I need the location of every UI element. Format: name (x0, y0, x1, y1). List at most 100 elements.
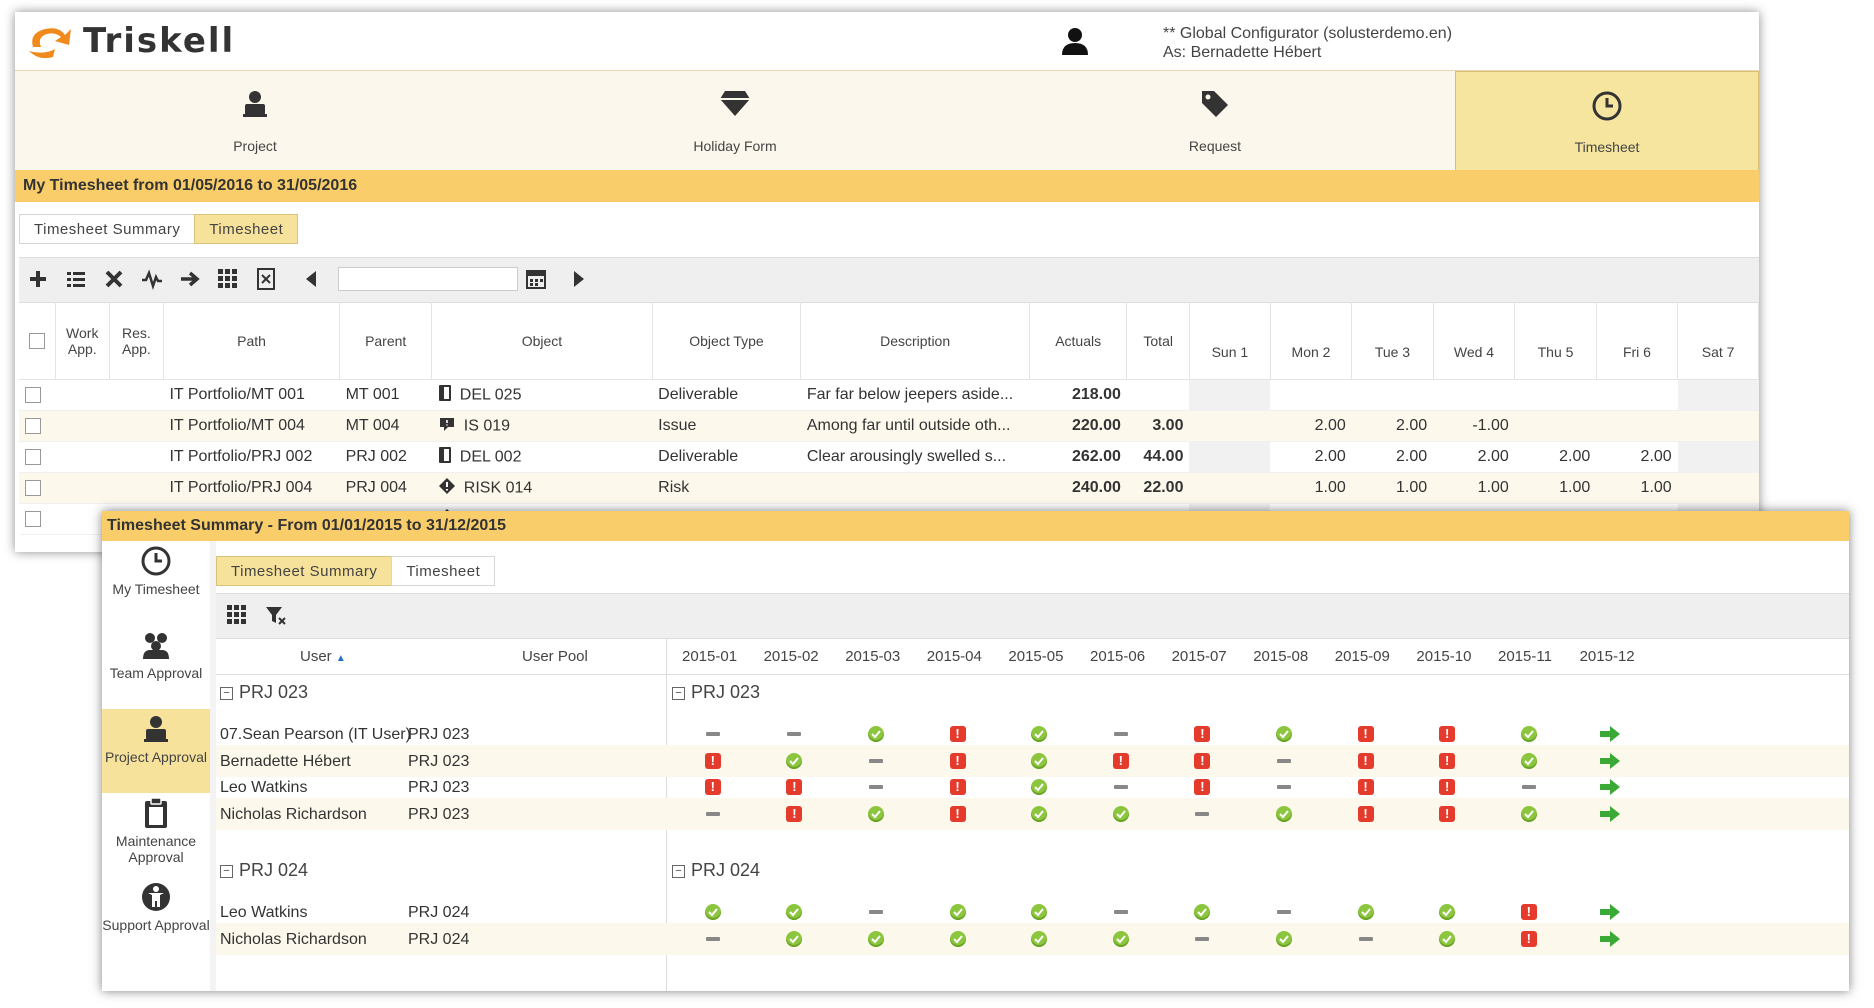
status-rejected-icon[interactable]: ! (1439, 726, 1456, 742)
status-approved-icon[interactable] (1194, 904, 1211, 920)
status-pending-icon[interactable] (705, 732, 720, 736)
status-approved-icon[interactable] (868, 805, 884, 822)
status-rejected-icon[interactable]: ! (1520, 930, 1537, 947)
day-cell[interactable] (1189, 379, 1271, 411)
nav-timesheet[interactable]: Timesheet (1455, 71, 1759, 173)
status-approved-icon[interactable] (868, 930, 884, 947)
filter-icon[interactable] (264, 604, 286, 626)
col-user-pool[interactable]: User Pool (522, 648, 588, 665)
day-cell[interactable] (1677, 379, 1759, 411)
date-input[interactable] (338, 267, 518, 291)
grid-icon[interactable] (226, 604, 248, 626)
status-approved-icon[interactable] (1031, 904, 1048, 920)
activity-icon[interactable] (141, 268, 163, 290)
select-all-checkbox[interactable] (28, 333, 45, 350)
status-rejected-icon[interactable]: ! (704, 752, 721, 769)
status-pending-icon[interactable] (1195, 936, 1210, 941)
logo[interactable]: Triskell (25, 18, 235, 64)
status-approved-icon[interactable] (704, 904, 721, 920)
day-cell[interactable]: 2.00 (1514, 441, 1597, 473)
col-object-type[interactable]: Object Type (652, 302, 802, 380)
next-arrow-icon[interactable] (1599, 725, 1621, 743)
object-cell[interactable]: RISK 014 (431, 472, 653, 504)
status-approved-icon[interactable] (1520, 726, 1537, 742)
excel-export-icon[interactable] (255, 268, 277, 290)
status-approved-icon[interactable] (1439, 930, 1456, 947)
day-cell[interactable]: 2.00 (1351, 441, 1434, 473)
status-approved-icon[interactable] (786, 752, 803, 769)
status-approved-icon[interactable] (786, 930, 803, 947)
next-arrow-icon[interactable] (1599, 903, 1621, 921)
status-approved-icon[interactable] (1112, 805, 1129, 822)
status-approved-icon[interactable] (1439, 904, 1456, 920)
status-approved-icon[interactable] (1031, 930, 1048, 947)
tab-timesheet-summary[interactable]: Timesheet Summary (19, 214, 196, 244)
status-rejected-icon[interactable]: ! (704, 779, 721, 795)
status-rejected-icon[interactable]: ! (1194, 752, 1211, 769)
tab-timesheet[interactable]: Timesheet (391, 556, 496, 586)
object-cell[interactable]: DEL 002 (431, 441, 653, 473)
next-icon[interactable] (567, 268, 589, 290)
object-cell[interactable]: IS 019 (431, 410, 653, 442)
day-cell[interactable] (1677, 441, 1759, 473)
sidebar-item-support-approval[interactable]: Support Approval (102, 877, 210, 961)
timesheet-row[interactable]: IT Portfolio/MT 004 MT 004 IS 019 Issue Amon… (19, 410, 1759, 442)
next-arrow-icon[interactable] (1599, 805, 1621, 823)
nav-holiday-form[interactable]: Holiday Form (495, 71, 975, 171)
row-checkbox[interactable] (25, 479, 41, 496)
summary-row[interactable]: 07.Sean Pearson (IT User) PRJ 023!!!! (216, 718, 1849, 750)
group-header[interactable]: − PRJ 023 (220, 682, 308, 703)
next-arrow-icon[interactable] (1599, 930, 1621, 948)
summary-row[interactable]: Nicholas Richardson PRJ 024! (216, 922, 1849, 955)
day-cell[interactable] (1677, 410, 1759, 442)
status-approved-icon[interactable] (1031, 726, 1048, 742)
col-total[interactable]: Total (1126, 302, 1190, 380)
status-pending-icon[interactable] (1113, 910, 1128, 914)
status-rejected-icon[interactable]: ! (1439, 779, 1456, 795)
status-rejected-icon[interactable]: ! (786, 779, 803, 795)
day-cell[interactable]: 1.00 (1433, 472, 1515, 504)
day-cell[interactable] (1189, 410, 1271, 442)
group-header[interactable]: − PRJ 024 (220, 860, 308, 881)
col-object[interactable]: Object (431, 302, 653, 380)
day-cell[interactable]: 1.00 (1270, 472, 1352, 504)
calendar-icon[interactable] (525, 268, 547, 290)
user-icon[interactable] (1060, 26, 1090, 56)
status-pending-icon[interactable] (1113, 785, 1128, 789)
sidebar-item-my-timesheet[interactable]: My Timesheet (102, 541, 210, 625)
day-cell[interactable]: 2.00 (1270, 410, 1352, 442)
add-icon[interactable] (27, 268, 49, 290)
day-cell[interactable]: 2.00 (1270, 441, 1352, 473)
day-cell[interactable] (1514, 379, 1597, 411)
summary-row[interactable]: Leo Watkins PRJ 024! (216, 896, 1849, 928)
status-rejected-icon[interactable]: ! (1194, 779, 1211, 795)
previous-icon[interactable] (301, 268, 323, 290)
collapse-icon[interactable]: − (220, 686, 233, 700)
day-cell[interactable]: 2.00 (1433, 441, 1515, 473)
col-user[interactable]: User ▲ (300, 648, 346, 665)
status-rejected-icon[interactable]: ! (949, 752, 966, 769)
row-checkbox[interactable] (25, 386, 41, 403)
col-actuals[interactable]: Actuals (1029, 302, 1128, 380)
status-pending-icon[interactable] (1521, 785, 1536, 789)
next-arrow-icon[interactable] (1599, 752, 1621, 770)
status-rejected-icon[interactable]: ! (1357, 726, 1374, 742)
status-approved-icon[interactable] (1276, 726, 1292, 742)
collapse-icon[interactable]: − (672, 864, 685, 878)
group-header[interactable]: − PRJ 023 (672, 682, 760, 703)
status-rejected-icon[interactable]: ! (1520, 904, 1537, 920)
status-rejected-icon[interactable]: ! (949, 726, 966, 742)
sidebar-item-project-approval[interactable]: Project Approval (102, 709, 210, 793)
day-cell[interactable]: -1.00 (1433, 410, 1515, 442)
status-rejected-icon[interactable]: ! (1357, 805, 1374, 822)
status-approved-icon[interactable] (949, 904, 966, 920)
col-parent[interactable]: Parent (339, 302, 433, 380)
status-rejected-icon[interactable]: ! (949, 805, 966, 822)
status-approved-icon[interactable] (1031, 752, 1048, 769)
summary-row[interactable]: Nicholas Richardson PRJ 023!!!! (216, 797, 1849, 830)
summary-row[interactable]: Leo Watkins PRJ 023!!!!!! (216, 771, 1849, 803)
day-cell[interactable]: 1.00 (1596, 472, 1678, 504)
col-path[interactable]: Path (163, 302, 341, 380)
day-cell[interactable] (1677, 472, 1759, 504)
delete-icon[interactable] (103, 268, 125, 290)
